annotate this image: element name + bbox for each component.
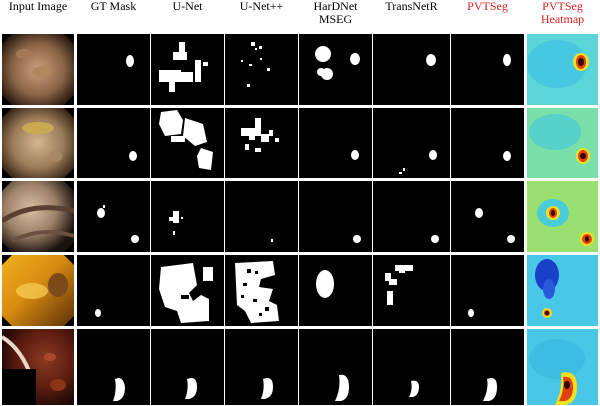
header-unetpp: U-Net++	[225, 0, 298, 34]
row4-unet	[151, 255, 224, 326]
row5-pvtseg-heatmap	[527, 329, 598, 405]
row5-transnetr	[373, 329, 450, 405]
row4-gt-mask	[77, 255, 150, 326]
row1-gt-mask	[77, 34, 150, 105]
row1-hardnet-mseg	[299, 34, 372, 105]
row2-transnetr	[373, 108, 450, 178]
row5-gt-mask	[77, 329, 150, 405]
row4-hardnet-mseg	[299, 255, 372, 326]
header-pvtseg-label: PVTSeg	[467, 0, 508, 13]
row4-pvtseg	[451, 255, 524, 326]
header-pvtseg: PVTSeg	[451, 0, 524, 34]
row5-pvtseg	[451, 329, 524, 405]
row3-unetpp	[225, 181, 298, 252]
header-hardnet-mseg: HarDNet MSEG	[299, 0, 372, 34]
header-pvtseg-heatmap-line1: PVTSeg	[542, 0, 583, 13]
row5-hardnet-mseg	[299, 329, 372, 405]
row2-unet	[151, 108, 224, 178]
row1-unetpp	[225, 34, 298, 105]
header-unet-label: U-Net	[172, 0, 203, 13]
row1-pvtseg	[451, 34, 524, 105]
row2-pvtseg	[451, 108, 524, 178]
row3-input-image	[2, 181, 74, 252]
row2-pvtseg-heatmap	[527, 108, 598, 178]
row5-input-image	[2, 329, 74, 405]
header-pvtseg-heatmap: PVTSeg Heatmap	[525, 0, 600, 34]
row3-transnetr	[373, 181, 450, 252]
header-gt-mask-label: GT Mask	[90, 0, 137, 13]
row3-hardnet-mseg	[299, 181, 372, 252]
row1-transnetr	[373, 34, 450, 105]
row4-transnetr	[373, 255, 450, 326]
header-hardnet-line1: HarDNet	[313, 0, 358, 13]
row1-unet	[151, 34, 224, 105]
row5-unetpp	[225, 329, 298, 405]
row2-gt-mask	[77, 108, 150, 178]
row3-gt-mask	[77, 181, 150, 252]
row2-unetpp	[225, 108, 298, 178]
header-pvtseg-heatmap-line2: Heatmap	[540, 12, 585, 26]
row4-input-image	[2, 255, 74, 326]
row4-pvtseg-heatmap	[527, 255, 598, 326]
row1-pvtseg-heatmap	[527, 34, 598, 105]
row3-pvtseg-heatmap	[527, 181, 598, 252]
row3-unet	[151, 181, 224, 252]
header-gt-mask: GT Mask	[77, 0, 150, 34]
row2-hardnet-mseg	[299, 108, 372, 178]
row2-input-image	[2, 108, 74, 178]
header-hardnet-line2: MSEG	[318, 12, 353, 26]
header-transnetr-label: TransNetR	[385, 0, 438, 13]
header-input-image-label: Input Image	[8, 0, 68, 13]
header-unet: U-Net	[151, 0, 224, 34]
row4-unetpp	[225, 255, 298, 326]
row5-unet	[151, 329, 224, 405]
header-transnetr: TransNetR	[373, 0, 450, 34]
row3-pvtseg	[451, 181, 524, 252]
row1-input-image	[2, 34, 74, 105]
header-input-image: Input Image	[0, 0, 76, 34]
header-unetpp-label: U-Net++	[239, 0, 284, 13]
